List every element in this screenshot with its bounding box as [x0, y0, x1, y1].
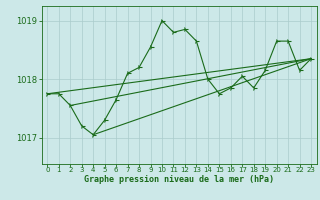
- X-axis label: Graphe pression niveau de la mer (hPa): Graphe pression niveau de la mer (hPa): [84, 175, 274, 184]
